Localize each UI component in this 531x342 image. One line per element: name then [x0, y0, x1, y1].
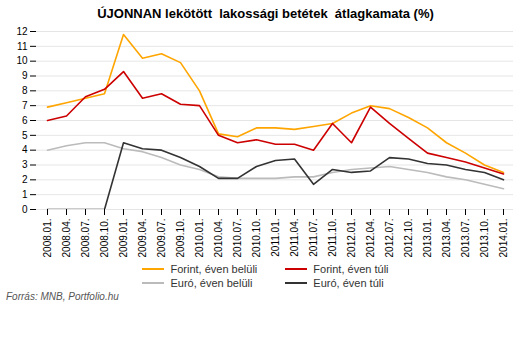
- html-text:Euró, éven túli: Euró, éven túli: [313, 277, 384, 289]
- svg-text:2010.10.: 2010.10.: [251, 219, 262, 258]
- svg-text:2012.01.: 2012.01.: [346, 219, 357, 258]
- svg-text:3: 3: [22, 159, 28, 170]
- html-text:Forrás: MNB, Portfolio.hu: Forrás: MNB, Portfolio.hu: [6, 291, 119, 302]
- svg-text:7: 7: [22, 100, 28, 111]
- svg-text:2008.01.: 2008.01.: [42, 219, 53, 258]
- svg-text:2009.07.: 2009.07.: [156, 219, 167, 258]
- svg-text:2012.04.: 2012.04.: [365, 219, 376, 258]
- svg-text:2013.07.: 2013.07.: [460, 219, 471, 258]
- svg-text:2010.07.: 2010.07.: [232, 219, 243, 258]
- svg-text:0: 0: [22, 204, 28, 215]
- svg-text:2008.04.: 2008.04.: [61, 219, 72, 258]
- svg-text:2013.10.: 2013.10.: [479, 219, 490, 258]
- svg-text:9: 9: [22, 70, 28, 81]
- svg-text:2013.01.: 2013.01.: [422, 219, 433, 258]
- svg-text:12: 12: [16, 26, 28, 37]
- svg-text:2011.01.: 2011.01.: [270, 219, 281, 257]
- svg-text:11: 11: [17, 41, 28, 52]
- svg-text:2009.01.: 2009.01.: [118, 219, 129, 258]
- html-text:Forint, éven belüli: Forint, éven belüli: [170, 263, 258, 275]
- svg-text:2: 2: [22, 174, 28, 185]
- svg-text:4: 4: [22, 144, 28, 155]
- svg-text:2008.10.: 2008.10.: [99, 219, 110, 258]
- svg-text:2014.01.: 2014.01.: [498, 219, 509, 258]
- html-text:Euró, éven belüli: Euró, éven belüli: [170, 277, 253, 289]
- svg-text:6: 6: [22, 115, 28, 126]
- svg-text:2008.07.: 2008.07.: [80, 219, 91, 258]
- svg-text:1: 1: [22, 189, 28, 200]
- svg-text:2010.01.: 2010.01.: [194, 219, 205, 258]
- svg-text:8: 8: [22, 85, 28, 96]
- svg-text:2012.07.: 2012.07.: [384, 219, 395, 258]
- svg-text:2013.04.: 2013.04.: [441, 219, 452, 258]
- svg-text:2012.10.: 2012.10.: [403, 219, 414, 258]
- svg-text:2009.10.: 2009.10.: [175, 219, 186, 258]
- svg-text:2010.04.: 2010.04.: [213, 219, 224, 258]
- svg-text:2009.04.: 2009.04.: [137, 219, 148, 258]
- svg-text:2011.07.: 2011.07.: [308, 219, 319, 257]
- svg-text:5: 5: [22, 130, 28, 141]
- html-text:ÚJONNAN lekötött lakossági bet: ÚJONNAN lekötött lakossági betétek átlag…: [97, 6, 434, 21]
- svg-text:2011.10.: 2011.10.: [327, 219, 338, 257]
- svg-text:10: 10: [16, 55, 28, 66]
- svg-text:2011.04.: 2011.04.: [289, 219, 300, 257]
- html-text:Forint, éven túli: Forint, éven túli: [313, 263, 389, 275]
